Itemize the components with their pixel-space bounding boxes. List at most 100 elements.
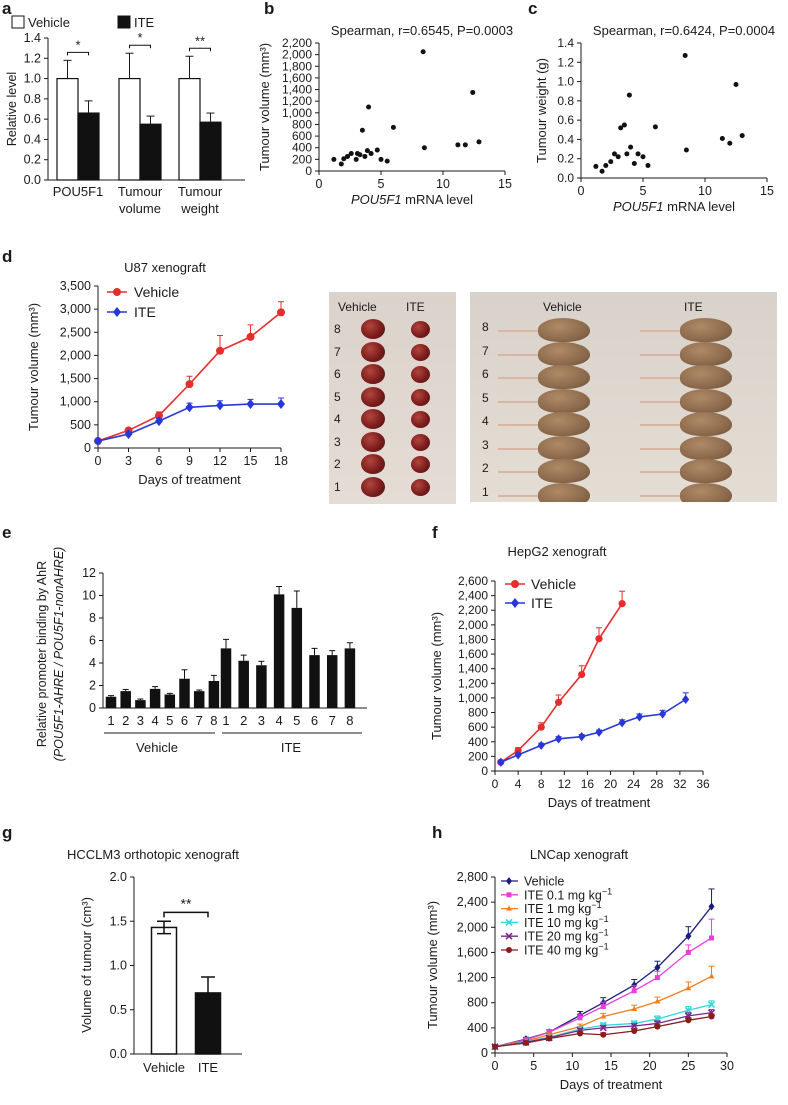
vehicle-mouse xyxy=(538,365,590,389)
e-bar xyxy=(273,594,285,708)
e-category-label: 2 xyxy=(122,713,129,728)
h-data-point xyxy=(599,1024,607,1032)
e-bar xyxy=(291,607,303,708)
a-significance-mark: * xyxy=(137,30,142,45)
d-data-point xyxy=(94,436,102,447)
mouse-tail xyxy=(498,353,538,356)
f-y-tick-label: 0 xyxy=(481,764,488,778)
h-y-tick-label: 2,000 xyxy=(457,920,488,934)
e-category-label: 7 xyxy=(196,713,203,728)
b-y-tick-label: 1,400 xyxy=(282,83,312,97)
e-category-label: 3 xyxy=(137,713,144,728)
b-scatter-point xyxy=(374,147,380,153)
h-data-point xyxy=(654,998,661,1004)
a-category-label: volume xyxy=(119,201,161,216)
a-category-label: POU5F1 xyxy=(53,184,104,199)
f-x-axis-label: Days of treatment xyxy=(548,795,651,810)
b-y-tick-label: 600 xyxy=(292,129,312,143)
d-y-tick-label: 2,500 xyxy=(60,325,91,339)
e-bar xyxy=(135,700,146,708)
h-y-tick-label: 2,400 xyxy=(457,895,488,909)
b-title: Spearman, r=0.6545, P=0.0003 xyxy=(331,23,513,38)
c-y-tick-label: 0.8 xyxy=(557,94,574,108)
f-data-point xyxy=(554,698,563,706)
mouse-tail xyxy=(498,471,538,473)
g-y-tick-label: 0.0 xyxy=(110,1047,127,1061)
f-x-tick-label: 28 xyxy=(650,777,664,791)
b-scatter-point xyxy=(366,104,372,110)
g-category-label: Vehicle xyxy=(143,1060,185,1075)
mice-photo-row-label: 1 xyxy=(482,484,489,499)
h-data-point xyxy=(654,1023,661,1030)
f-title: HepG2 xenograft xyxy=(507,544,606,559)
h-data-point xyxy=(708,1013,715,1020)
b-y-tick-label: 1,000 xyxy=(282,106,312,120)
h-legend-label: ITE 40 mg kg−1 xyxy=(524,942,609,958)
h-data-point xyxy=(685,949,691,955)
f-y-tick-label: 800 xyxy=(468,706,488,720)
h-x-tick-label: 10 xyxy=(565,1059,579,1073)
h-data-point xyxy=(707,1001,716,1009)
h-legend-label-text: Vehicle xyxy=(524,875,564,889)
c-scatter-point xyxy=(618,125,624,131)
b-x-axis-label-gene: POU5F1 xyxy=(351,192,402,207)
b-y-tick-label: 1,600 xyxy=(282,71,312,85)
a-y-tick-label: 1.0 xyxy=(24,72,41,86)
vehicle-mouse xyxy=(538,341,590,366)
vehicle-mouse xyxy=(538,435,590,460)
panel-letter-d: d xyxy=(2,247,12,266)
a-y-tick-label: 1.2 xyxy=(24,51,41,65)
d-legend-label: ITE xyxy=(134,304,156,320)
a-significance-bracket xyxy=(129,44,151,49)
ite-tumour xyxy=(411,433,430,451)
f-data-point xyxy=(554,734,563,744)
a-significance-mark: ** xyxy=(195,33,205,48)
h-legend-label: ITE 0.1 mg kg−1 xyxy=(524,886,612,902)
h-data-point xyxy=(685,985,692,991)
h-data-point xyxy=(684,1006,692,1014)
a-legend-label: Vehicle xyxy=(28,15,70,30)
ite-mouse xyxy=(680,412,732,436)
e-bar xyxy=(238,660,249,708)
tumour-photo-row-label: 6 xyxy=(334,367,341,381)
a-significance-bracket xyxy=(189,47,211,52)
mouse-tail xyxy=(640,494,680,497)
ite-tumour xyxy=(411,456,430,473)
b-scatter-point xyxy=(421,145,427,151)
b-scatter-point xyxy=(470,89,476,95)
c-x-axis-label-gene: POU5F1 xyxy=(613,199,664,214)
h-legend-marker xyxy=(506,905,512,911)
h-legend-marker xyxy=(505,918,513,926)
h-legend-label-text: ITE 1 mg kg xyxy=(524,902,591,916)
b-x-tick-label: 15 xyxy=(498,177,512,191)
b-x-tick-label: 5 xyxy=(378,177,385,191)
h-y-tick-label: 2,800 xyxy=(457,870,488,884)
tumour-photo-row-label: 3 xyxy=(334,434,341,449)
c-scatter-point xyxy=(626,92,632,98)
f-y-tick-label: 400 xyxy=(468,735,488,749)
h-legend-marker xyxy=(506,877,512,885)
tumour-photo: Vehicle ITE 8 7 6 5 4 3 2 1 xyxy=(329,292,456,504)
panel-letter-g: g xyxy=(2,823,12,842)
e-category-label: 7 xyxy=(329,713,336,728)
d-y-tick-label: 1,500 xyxy=(60,372,91,386)
ite-tumour xyxy=(411,478,430,496)
f-data-point xyxy=(682,694,690,704)
a-category-label: weight xyxy=(180,201,219,216)
h-legend-label-unit: −1 xyxy=(591,900,601,910)
f-x-tick-label: 8 xyxy=(538,777,545,791)
c-x-tick-label: 15 xyxy=(760,184,774,198)
vehicle-mouse xyxy=(538,318,590,342)
vehicle-tumour xyxy=(361,319,385,339)
c-scatter-point xyxy=(611,151,617,157)
c-x-tick-label: 5 xyxy=(640,184,647,198)
g-significance-bracket xyxy=(163,911,209,918)
a-y-tick-label: 0.6 xyxy=(24,112,41,126)
e-y-axis-label-ratio: (POU5F1-AHRE / POU5F1-nonAHRE) xyxy=(52,547,66,762)
c-scatter-point xyxy=(645,162,651,168)
a-y-tick-label: 0.2 xyxy=(24,153,41,167)
c-y-axis-label: Tumour weight (g) xyxy=(534,58,549,163)
vehicle-tumour xyxy=(361,476,385,497)
c-title: Spearman, r=0.6424, P=0.0004 xyxy=(593,23,775,38)
